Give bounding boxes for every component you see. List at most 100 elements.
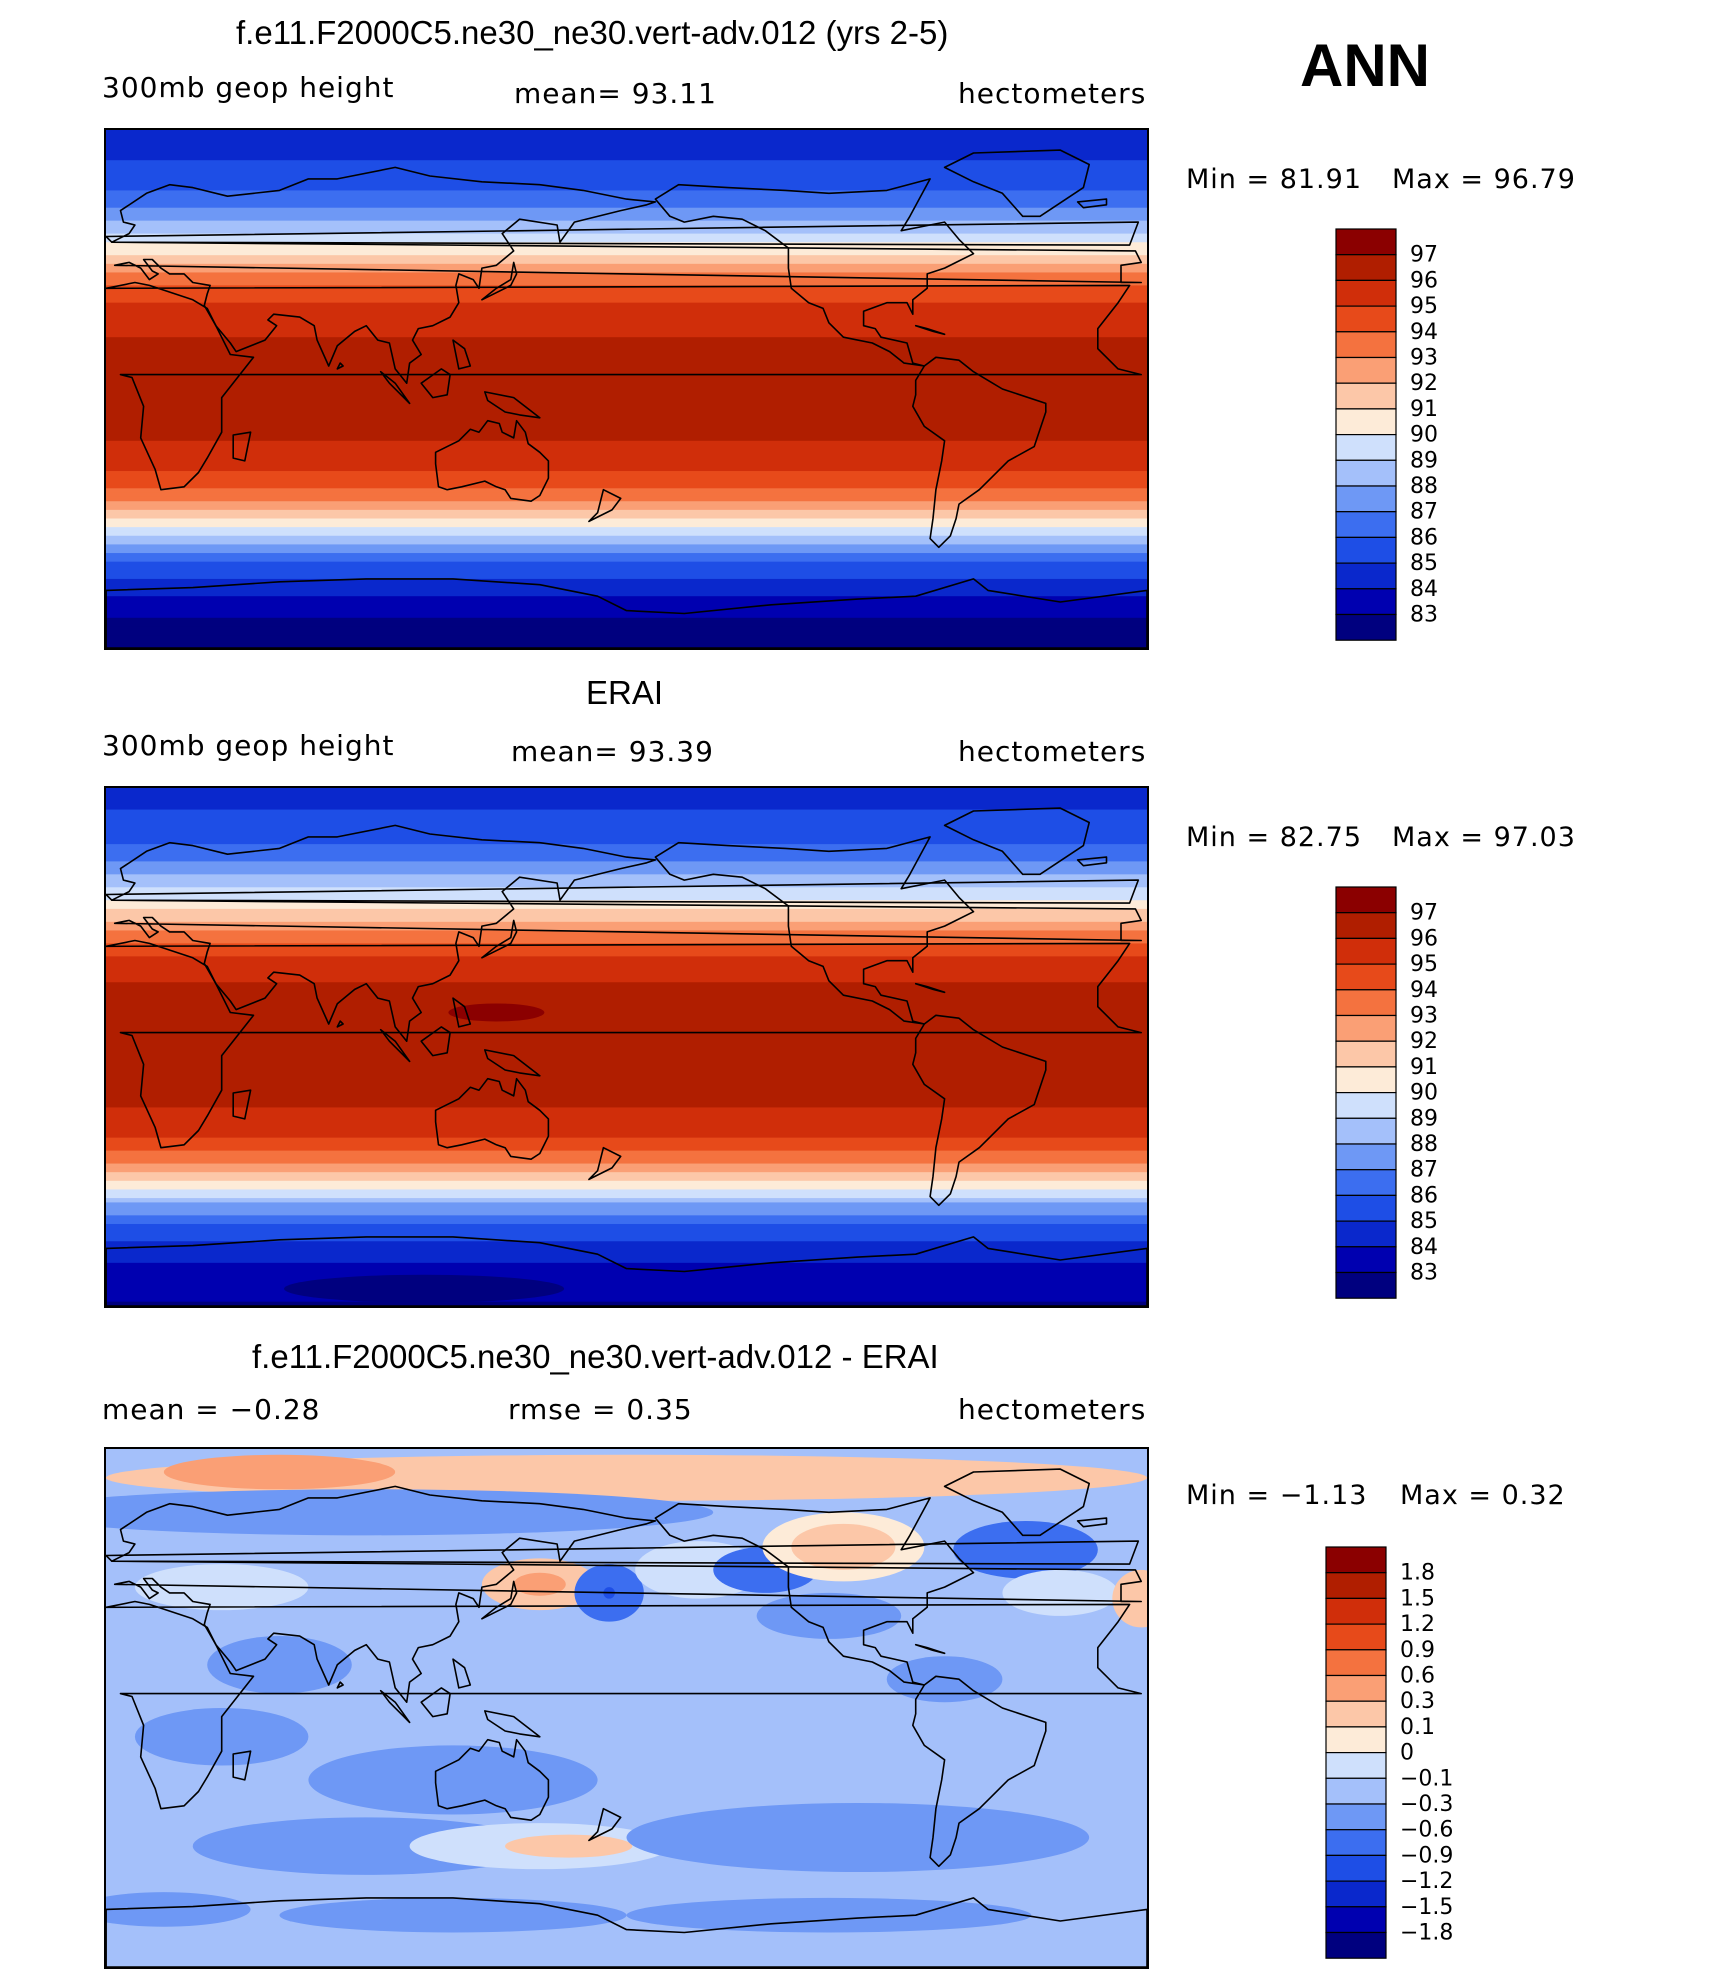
contour-region — [106, 1489, 714, 1536]
colorbar-label: −0.1 — [1400, 1766, 1453, 1791]
colorbar-swatch — [1325, 1829, 1387, 1857]
contour-band — [106, 583, 1147, 589]
contour-band — [106, 155, 1147, 161]
colorbar-swatch — [1335, 562, 1397, 590]
panel-3-min-label: Min = −1.13 — [1186, 1480, 1368, 1511]
colorbar-label: 0 — [1400, 1741, 1414, 1766]
colorbar-label: 0.9 — [1400, 1638, 1435, 1663]
colorbar-label: 97 — [1410, 243, 1438, 268]
contour-band — [106, 203, 1147, 209]
colorbar-swatch — [1325, 1777, 1387, 1805]
contour-band — [106, 483, 1147, 489]
contour-band — [106, 1137, 1147, 1143]
contour-region — [134, 1564, 309, 1611]
contour-band — [106, 337, 1147, 343]
contour-band — [106, 600, 1147, 606]
contour-band — [106, 796, 1147, 802]
contour-band — [106, 233, 1147, 239]
contour-region — [513, 1572, 566, 1596]
coastline-polygon — [106, 1600, 1142, 1810]
contour-band — [106, 548, 1147, 554]
contour-band — [106, 835, 1147, 841]
contour-band — [106, 350, 1147, 356]
contour-band — [106, 427, 1147, 433]
contour-band — [106, 1021, 1147, 1027]
contour-band — [106, 220, 1147, 226]
coastline-polygon — [483, 1710, 541, 1738]
colorbar-swatch — [1325, 1649, 1387, 1677]
contour-band — [106, 1059, 1147, 1065]
coastlines — [106, 1468, 1147, 1967]
contour-band — [106, 630, 1147, 636]
coastline-polygon — [434, 419, 550, 503]
contour-region — [279, 1897, 627, 1933]
coastline-polygon — [914, 982, 946, 994]
contour-band — [106, 471, 1147, 476]
panel-2-min-label: Min = 82.75 — [1186, 822, 1362, 853]
contour-band — [106, 181, 1147, 187]
contour-band — [106, 315, 1147, 321]
contour-band — [106, 531, 1147, 537]
contour-band — [106, 565, 1147, 571]
contour-band — [106, 570, 1147, 576]
contour-band — [106, 1003, 1147, 1009]
panel-3-title: f.e11.F2000C5.ne30_ne30.vert-adv.012 - E… — [252, 1338, 939, 1375]
contour-band — [106, 432, 1147, 438]
contour-band — [106, 1116, 1147, 1121]
contour-band — [106, 844, 1147, 850]
contour-band — [106, 142, 1147, 148]
contour-band — [106, 341, 1147, 347]
contour-band — [106, 578, 1147, 584]
coastline-polygon — [588, 1146, 622, 1181]
coastlines — [106, 149, 1147, 648]
contour-region — [1002, 1569, 1119, 1616]
contour-band — [106, 1262, 1147, 1268]
colorbar-label: 0.1 — [1400, 1715, 1435, 1740]
contour-band — [106, 1124, 1147, 1130]
contour-band — [106, 501, 1147, 507]
panel-1-mean-label: mean= 93.11 — [514, 77, 717, 110]
contour-band — [106, 1085, 1147, 1091]
coastline-polygon — [106, 1540, 1140, 1565]
contour-band — [106, 1271, 1147, 1277]
contour-band — [106, 887, 1147, 893]
contour-band — [106, 354, 1147, 360]
contour-band — [106, 822, 1147, 828]
coastline-polygon — [379, 1689, 411, 1724]
contour-band — [106, 1275, 1147, 1281]
contour-band — [106, 1025, 1147, 1031]
contour-region — [505, 1834, 633, 1858]
contour-band — [106, 250, 1147, 256]
contour-band — [106, 1008, 1147, 1014]
contour-band — [106, 237, 1147, 243]
colorbar-swatch — [1335, 963, 1397, 991]
contour-region — [626, 1897, 1032, 1933]
panel-1-variable-label: 300mb geop height — [102, 71, 395, 104]
contour-band — [106, 826, 1147, 832]
contour-band — [106, 263, 1147, 269]
colorbar-label: −0.6 — [1400, 1818, 1453, 1843]
contour-band — [106, 509, 1147, 515]
contour-band — [106, 604, 1147, 610]
contour-band — [106, 272, 1147, 278]
contour-band — [106, 587, 1147, 593]
contour-band — [106, 1219, 1147, 1225]
map-canvas — [106, 1449, 1147, 1967]
colorbar-label: 88 — [1410, 1132, 1438, 1157]
colorbar-label: 93 — [1410, 1004, 1438, 1029]
panel-3-colorbar: 1.8 1.5 1.2 0.9 0.6 0.3 0.1 0 −0.1 −0.3 −0.6 −0.9 −1… — [1325, 1546, 1476, 1966]
colorbar-label: 1.2 — [1400, 1612, 1435, 1637]
coastline-polygon — [336, 362, 344, 370]
coastline-polygon — [588, 1807, 622, 1842]
coastline-polygon — [106, 281, 1142, 491]
contour-band — [106, 294, 1147, 299]
contour-band — [106, 319, 1147, 325]
colorbar-label: −0.3 — [1400, 1792, 1453, 1817]
colorbar-label: −0.9 — [1400, 1843, 1453, 1868]
contour-band — [106, 436, 1147, 442]
contour-band — [106, 591, 1147, 597]
colorbar-swatch — [1325, 1572, 1387, 1600]
colorbar-label: 90 — [1410, 1081, 1438, 1106]
contour-band — [106, 332, 1147, 338]
colorbar-swatch — [1335, 305, 1397, 333]
